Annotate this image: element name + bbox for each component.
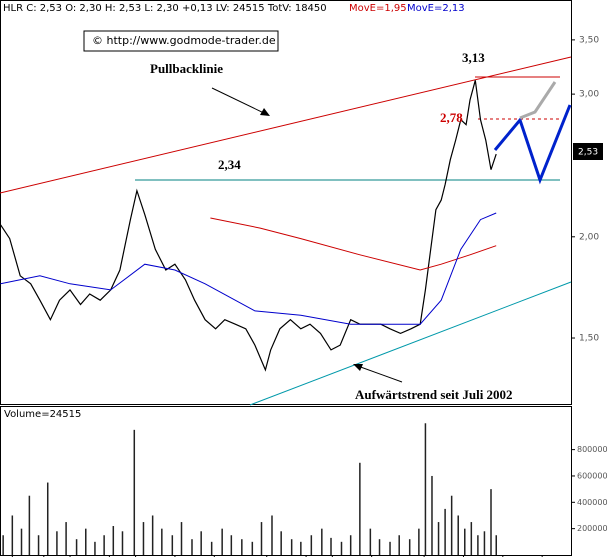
y-tick-label: 2,00 xyxy=(579,232,599,242)
volume-bar xyxy=(180,522,183,555)
title: HLR C: 2,53 O: 2,30 H: 2,53 L: 2,30 +0,1… xyxy=(3,3,327,14)
volume-bar xyxy=(271,515,273,555)
volume-bar xyxy=(310,535,313,555)
volume-bar xyxy=(290,539,293,555)
volume-bar xyxy=(94,541,96,555)
volume-bar xyxy=(142,522,145,555)
volume-bar xyxy=(103,535,105,555)
volume-bar xyxy=(330,537,332,555)
legend-entry: MovE=1,95 xyxy=(349,3,407,14)
volume-bar xyxy=(230,535,233,555)
volume-bar xyxy=(37,535,40,555)
annotation: 2,78 xyxy=(440,110,463,125)
volume-bar xyxy=(340,541,343,555)
volume-bar xyxy=(11,515,14,555)
volume-bar xyxy=(464,528,466,555)
volume-bar xyxy=(56,531,58,555)
y-tick-label: 1,50 xyxy=(579,334,599,344)
volume-bar xyxy=(359,462,361,555)
volume-bar xyxy=(241,539,243,555)
volume-bar xyxy=(221,528,223,555)
volume-bar xyxy=(280,531,282,555)
volume-bar xyxy=(191,539,193,555)
volume-bar xyxy=(490,489,492,555)
volume-bar xyxy=(418,528,420,555)
arrow xyxy=(354,364,403,383)
last-price-box xyxy=(573,143,603,160)
arrow xyxy=(211,87,269,116)
y-tick-label: 3,50 xyxy=(579,35,599,45)
volume-bar xyxy=(210,541,213,555)
volume-bar xyxy=(65,522,67,555)
copyright-box xyxy=(83,30,279,52)
volume-title: Volume=24515 xyxy=(4,409,81,420)
price-line xyxy=(210,217,497,271)
volume-bar xyxy=(483,531,486,555)
volume-bar xyxy=(75,539,78,555)
volume-bar xyxy=(321,528,323,555)
y-tick-label: 600000 xyxy=(577,471,608,480)
volume-bar xyxy=(300,541,302,555)
projection xyxy=(493,104,572,185)
legend-entry: MovE=2,13 xyxy=(407,3,465,14)
volume-bar xyxy=(251,541,254,555)
annotation: 2,34 xyxy=(218,157,241,172)
volume-bar xyxy=(171,535,174,555)
uptrend-line xyxy=(249,281,572,406)
volume-bar xyxy=(112,526,115,555)
volume-bar xyxy=(28,495,31,555)
volume-bar xyxy=(133,429,136,555)
y-tick-label: 200000 xyxy=(577,524,608,533)
volume-bar xyxy=(444,508,446,555)
volume-bar xyxy=(200,531,202,555)
annotation: 2,53 xyxy=(578,148,598,158)
y-tick-label: 800000 xyxy=(577,445,608,454)
volume-bar xyxy=(424,423,427,555)
volume-bar xyxy=(85,528,87,555)
arrow-head xyxy=(260,108,270,116)
volume-bar xyxy=(2,535,4,555)
price-line xyxy=(0,212,497,325)
volume-bar xyxy=(457,515,459,555)
pullback-line xyxy=(0,56,572,194)
y-tick-label: 3,00 xyxy=(579,90,599,100)
volume-bar xyxy=(450,495,453,555)
volume-label-box xyxy=(2,408,80,421)
volume-bar xyxy=(369,528,372,555)
volume-bar xyxy=(398,535,400,555)
volume-bar xyxy=(408,539,411,555)
volume-bar xyxy=(20,528,23,555)
volume-bar xyxy=(161,528,163,555)
volume-bar xyxy=(260,522,263,555)
volume-bar xyxy=(151,515,154,555)
volume-bar xyxy=(46,482,49,555)
volume-bar xyxy=(431,475,433,555)
price-line xyxy=(0,80,497,372)
y-tick-label: 400000 xyxy=(577,498,608,507)
volume-bar xyxy=(349,535,352,555)
price-pane xyxy=(0,0,572,405)
volume-bar xyxy=(121,531,124,555)
annotation: Aufwärtstrend seit Juli 2002 xyxy=(355,387,513,402)
alt-projection xyxy=(519,81,557,120)
annotation: © http://www.godmode-trader.de xyxy=(92,34,276,47)
volume-bar xyxy=(477,535,479,555)
annotation: Pullbacklinie xyxy=(150,61,223,76)
volume-bar xyxy=(437,522,440,555)
volume-pane xyxy=(0,406,572,556)
volume-bar xyxy=(495,535,497,555)
volume-bar xyxy=(378,539,381,555)
annotation: 3,13 xyxy=(462,50,485,65)
volume-bar xyxy=(389,541,391,555)
volume-bar xyxy=(470,522,473,555)
arrow-head xyxy=(353,364,363,371)
